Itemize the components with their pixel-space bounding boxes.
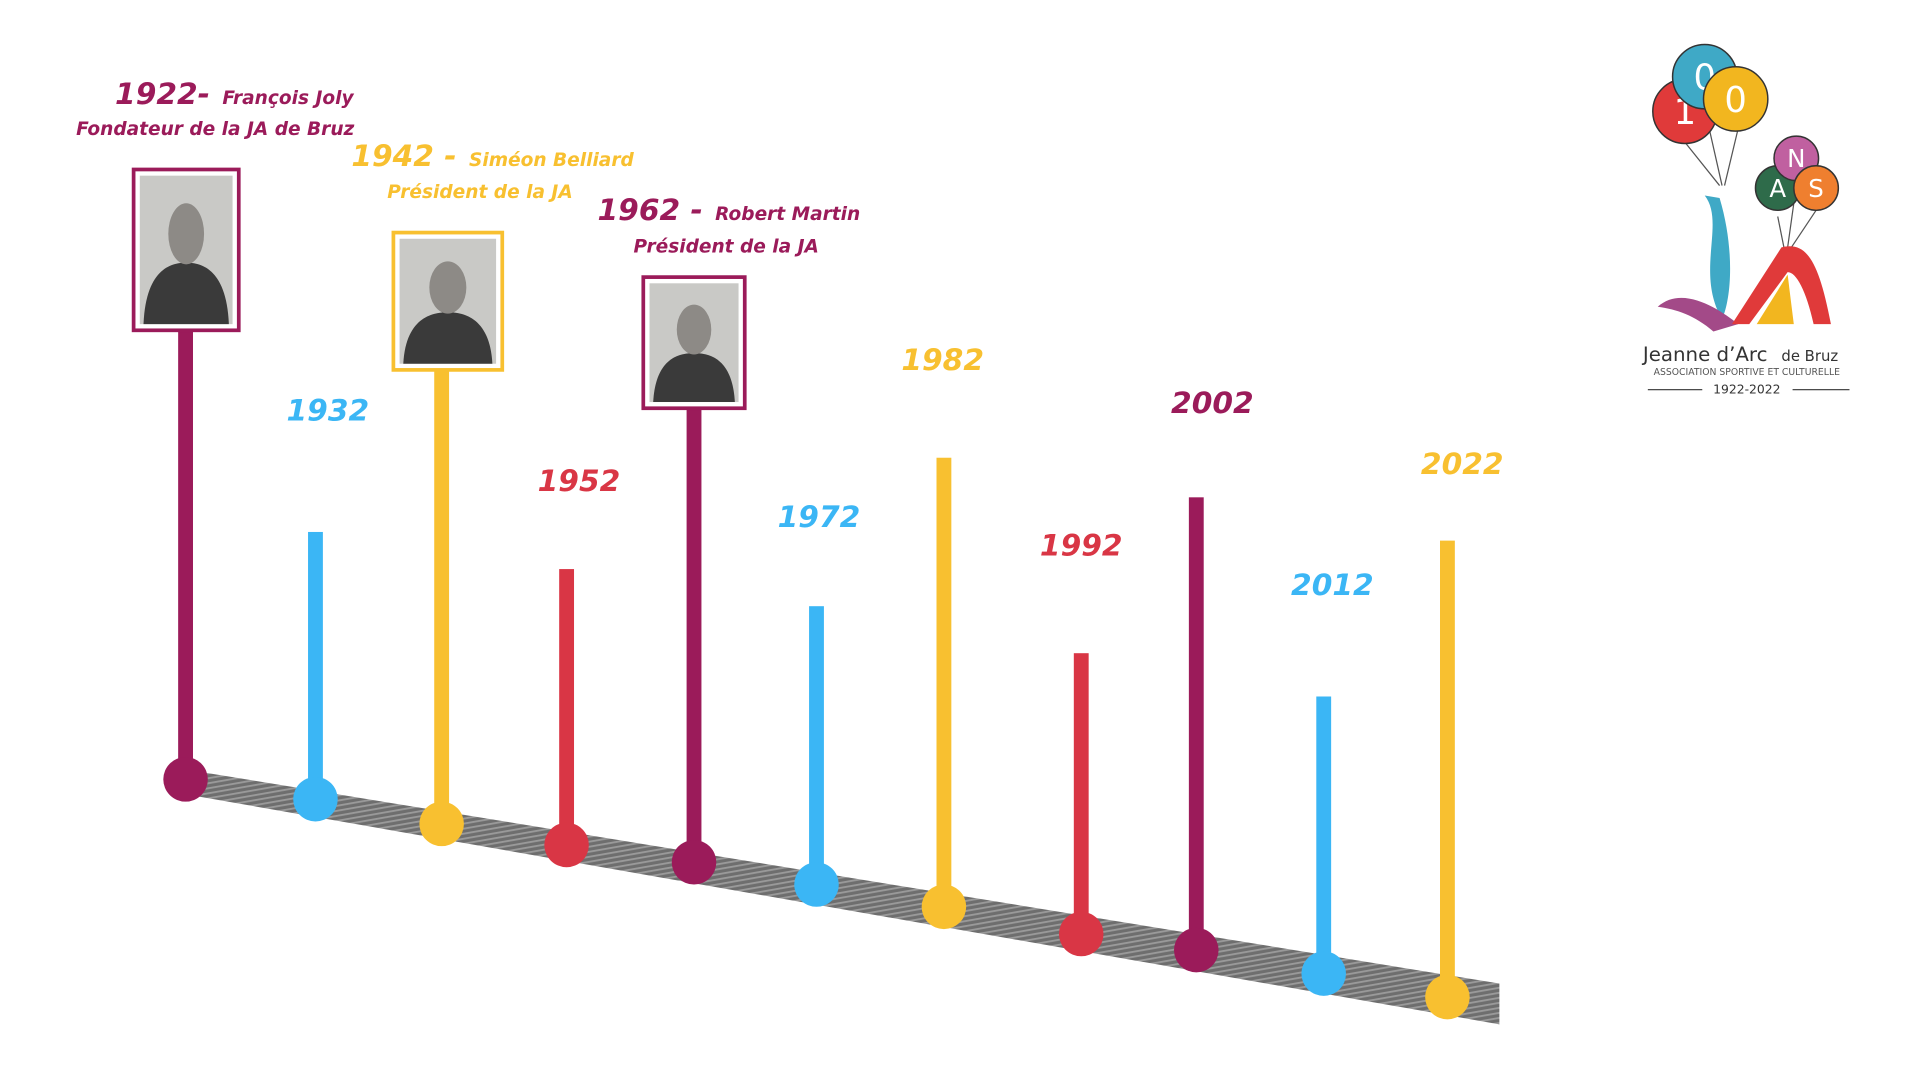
logo-place: de Bruz <box>1781 348 1838 365</box>
photo-body <box>653 353 735 403</box>
event-heading: 1962 - Robert Martin <box>598 193 861 228</box>
event-year: 2022 <box>1421 447 1504 482</box>
logo-name: Jeanne d’Arc <box>1641 343 1768 366</box>
event-year: 1962 - <box>598 193 703 228</box>
stem <box>1316 696 1332 974</box>
stem <box>308 531 323 800</box>
dot <box>921 884 967 930</box>
event-heading: 1942 - Siméon Belliard <box>351 139 634 174</box>
stem <box>559 569 575 845</box>
dot <box>1058 911 1104 957</box>
event-name: François Joly <box>222 88 354 109</box>
dot <box>794 862 839 907</box>
stem <box>1188 497 1204 951</box>
stem <box>1073 653 1089 935</box>
dot <box>419 801 464 847</box>
balloon-letter: A <box>1769 174 1786 203</box>
event-name: Robert Martin <box>715 204 860 225</box>
event-year: 1972 <box>778 500 861 535</box>
event-name: Siméon Belliard <box>469 150 634 171</box>
event-heading: 1922- François Joly <box>115 77 354 112</box>
stem <box>809 606 824 885</box>
event-year: 2002 <box>1171 386 1254 421</box>
photo-face <box>168 203 205 265</box>
balloon <box>1793 165 1840 212</box>
event-role: Président de la JA <box>387 182 572 203</box>
event-year: 1922- <box>115 77 210 112</box>
photo-body <box>403 312 493 364</box>
photo-face <box>676 304 712 355</box>
stem <box>686 408 702 863</box>
dot <box>1174 927 1219 973</box>
logo-subtitle: ASSOCIATION SPORTIVE ET CULTURELLE <box>1654 367 1840 378</box>
photo-body <box>143 262 229 325</box>
event-year: 1932 <box>287 394 370 429</box>
stem <box>936 457 952 907</box>
photo-face <box>429 261 467 314</box>
logo-years: 1922-2022 <box>1713 382 1780 396</box>
event-year: 2012 <box>1291 568 1374 603</box>
dot <box>163 757 208 802</box>
stem <box>178 327 193 780</box>
dot <box>671 840 717 885</box>
timeline-band <box>185 769 1500 1025</box>
event-role: Fondateur de la JA de Bruz <box>76 119 354 140</box>
balloon-letter: 0 <box>1724 80 1747 121</box>
event-year: 1982 <box>901 343 984 378</box>
dot <box>293 776 338 822</box>
dot <box>1425 974 1470 1020</box>
event-year: 1942 - <box>351 139 456 174</box>
balloon-letter: N <box>1787 144 1805 173</box>
balloon-letter: S <box>1808 174 1824 203</box>
dot <box>1301 951 1346 996</box>
event-role: Président de la JA <box>633 236 818 257</box>
stem <box>434 371 450 824</box>
event-year: 1992 <box>1040 528 1123 563</box>
balloon <box>1702 66 1769 132</box>
dot <box>544 822 589 868</box>
stem <box>1440 540 1455 998</box>
event-year: 1952 <box>538 464 621 499</box>
